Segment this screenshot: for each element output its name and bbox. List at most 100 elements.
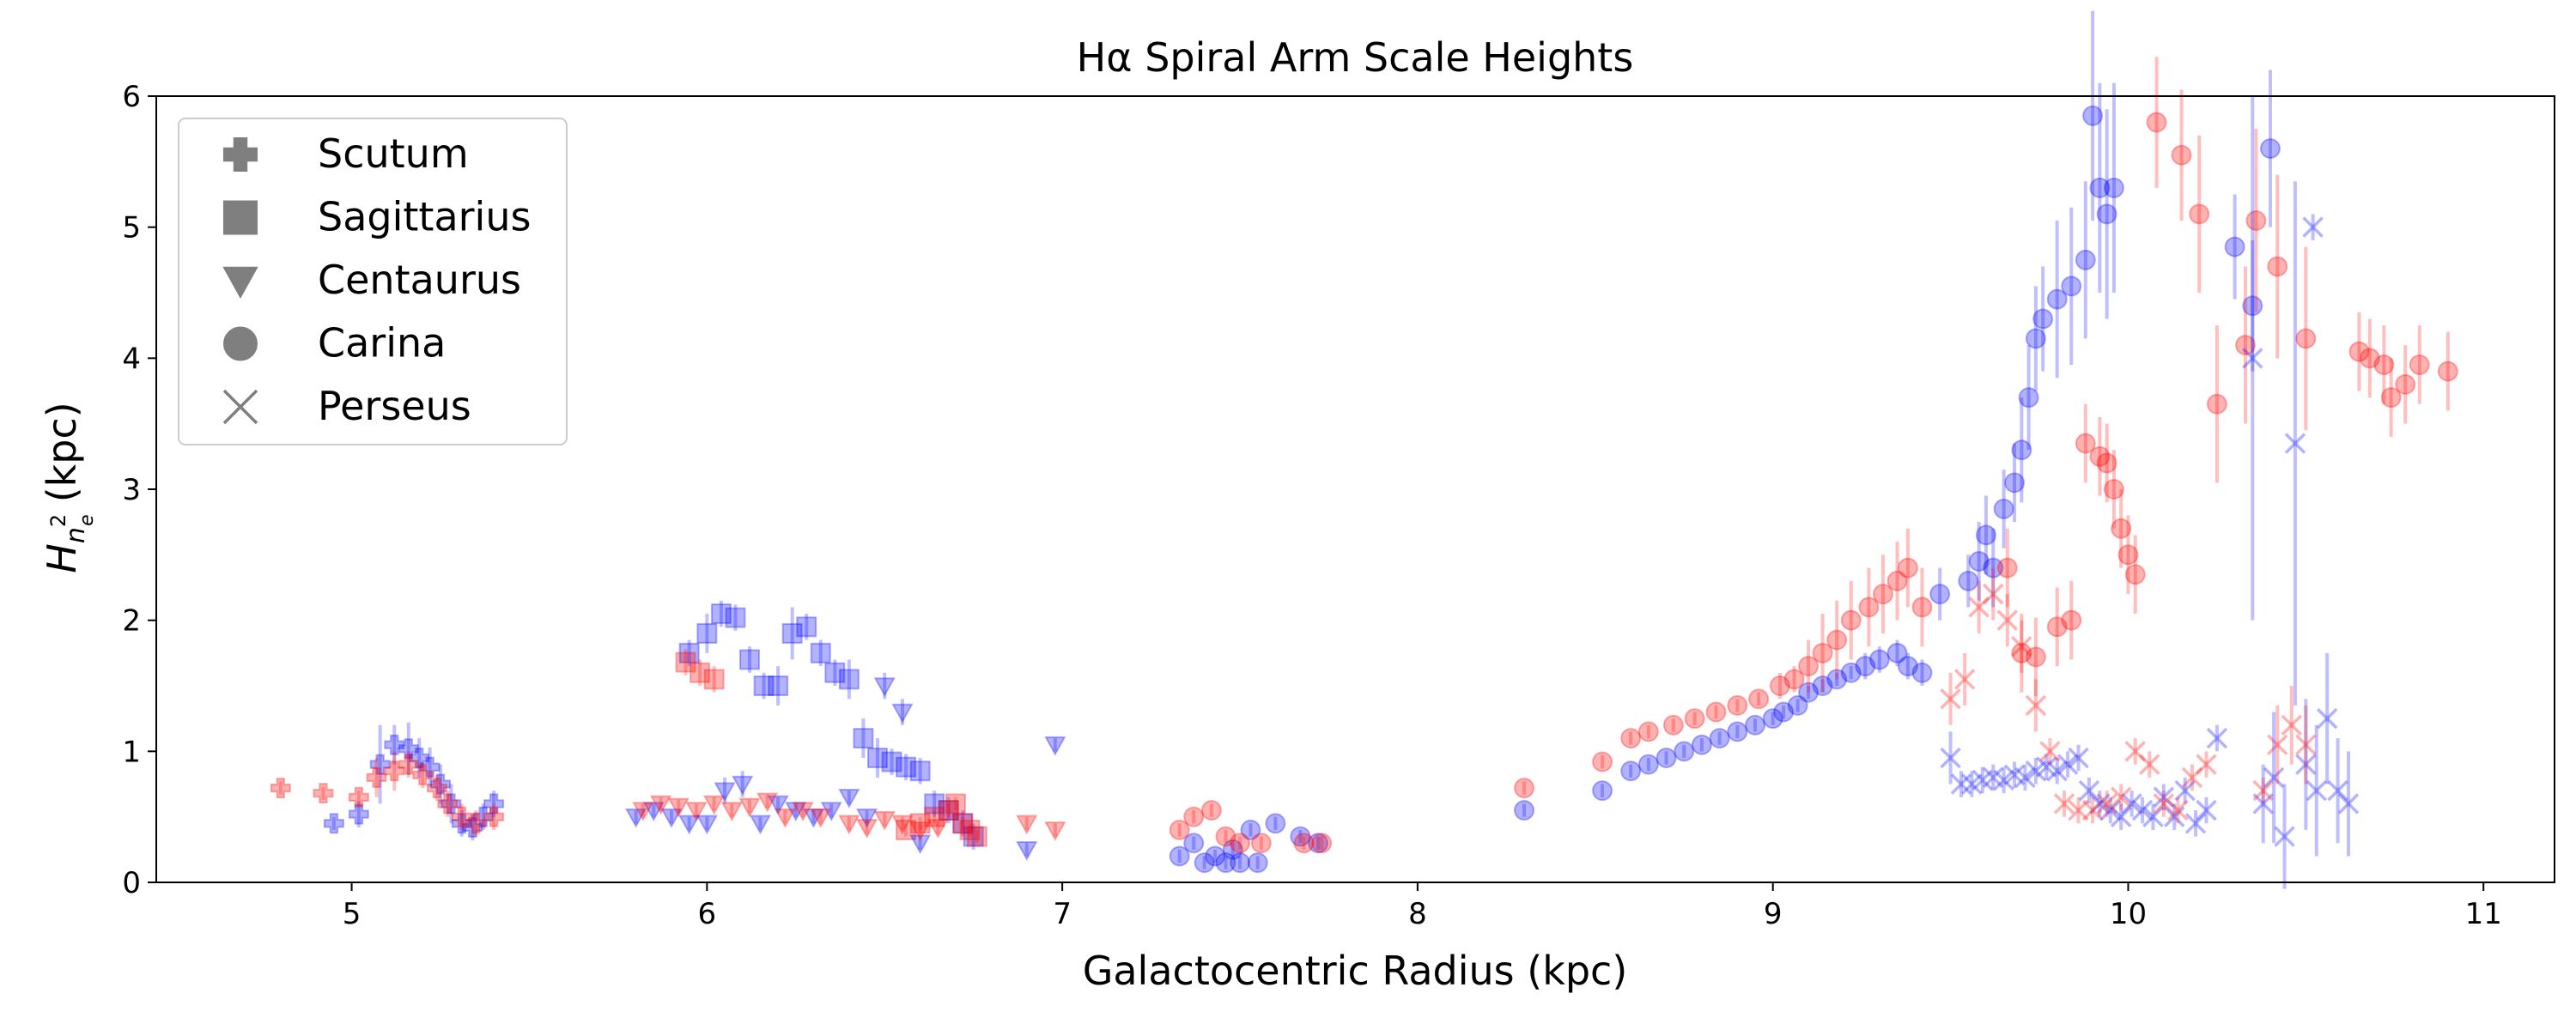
data-point [2245,210,2267,232]
data-point [2039,741,2061,762]
data-point [2380,387,2402,409]
data-point [1592,780,1613,802]
data-point [952,813,974,834]
data-point [959,819,981,840]
data-point [1691,734,1712,755]
data-point [2111,518,2132,539]
data-point [369,754,391,775]
y-tick-label: 2 [122,604,141,639]
data-point [2096,793,2117,815]
data-point [1968,597,1990,618]
data-point [1911,662,1933,683]
data-point [785,802,807,822]
data-point [1311,833,1333,854]
data-point [1897,557,1918,579]
data-point [873,677,896,698]
data-point [924,806,945,827]
data-point [1662,714,1684,736]
x-tick-label: 11 [2465,897,2502,931]
data-point [2036,756,2057,778]
data-point [677,815,701,835]
data-point [1953,669,1976,690]
x-tick-label: 9 [1764,897,1783,931]
data-point [1205,845,1226,867]
data-point [462,816,483,838]
data-point [2274,826,2295,847]
data-point [685,802,708,822]
data-point [1950,773,1972,795]
data-point [2196,754,2217,775]
data-point [1840,609,1862,631]
data-point [810,808,832,828]
data-point [2146,112,2167,133]
legend-marker [222,266,258,300]
legend-label: Sagittarius [318,194,531,240]
data-point [398,738,419,760]
data-point [678,642,700,663]
data-point [426,778,447,799]
data-point [2252,793,2274,815]
data-point [838,669,860,690]
data-point [2025,328,2046,349]
y-tick-label: 4 [122,342,141,376]
data-point [739,649,761,670]
data-point [2242,295,2263,317]
data-point [2124,741,2146,762]
data-point [2359,348,2380,369]
data-point [1798,682,1820,703]
data-point [966,826,987,847]
y-label-subsub: e [76,514,98,526]
data-point [710,603,732,625]
data-point [924,793,945,815]
data-point [642,802,665,822]
data-point [896,756,917,778]
data-point [1230,852,1251,874]
data-point [714,782,736,803]
data-point [2267,256,2288,277]
data-point [2099,799,2122,821]
data-point [1250,833,1272,854]
data-point [1855,656,1876,677]
data-point [1745,714,1765,736]
data-point [2011,642,2032,663]
data-point [702,795,726,815]
data-point [838,788,860,809]
data-point [2025,646,2046,668]
data-point [1886,570,1908,591]
data-point [465,813,487,834]
x-tick-label: 7 [1053,897,1072,931]
data-point [2082,105,2104,126]
data-point [2153,793,2175,815]
data-point [675,651,696,673]
data-point [2139,754,2160,775]
data-point [348,786,369,808]
data-point [1911,597,1933,618]
data-point [2096,203,2117,225]
data-point [696,815,719,835]
legend-label: Carina [318,320,446,367]
data-point [1769,676,1790,696]
data-point [1958,570,1979,591]
data-point [1194,852,1215,874]
data-point [2316,707,2338,730]
data-point [732,775,754,796]
data-point [2025,760,2047,782]
data-point [908,834,932,855]
data-point [2046,288,2068,310]
data-point [768,676,789,696]
data-point [1996,557,2018,579]
data-point [2306,779,2328,802]
data-point [1783,669,1805,690]
data-point [1961,773,1983,795]
x-tick-label: 6 [698,897,717,931]
data-point [2373,354,2395,375]
data-point [2196,799,2217,821]
data-point [720,802,744,822]
data-point [891,815,914,835]
data-point [2171,144,2192,166]
data-point [1183,806,1205,827]
data-point [366,766,387,788]
data-point [1169,819,1190,840]
data-point [2053,793,2075,815]
x-axis-label: Galactocentric Radius (kpc) [1083,948,1628,994]
